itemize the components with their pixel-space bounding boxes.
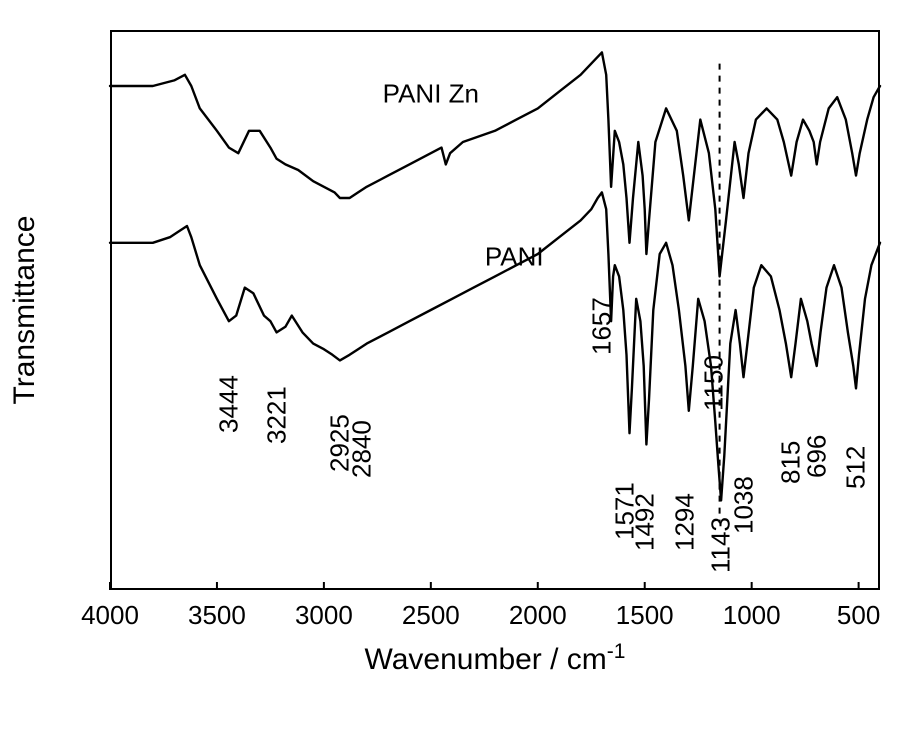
x-axis-label: Wavenumber / cm-1	[365, 640, 626, 677]
peak-label: 1294	[670, 493, 701, 551]
peak-label: 1038	[728, 476, 759, 534]
x-tick-label: 3000	[295, 600, 353, 631]
peak-label: 1657	[586, 297, 617, 355]
x-tick-label: 1000	[723, 600, 781, 631]
x-axis-label-sup: -1	[607, 640, 626, 663]
curve-pani	[110, 192, 880, 500]
x-tick-label: 2000	[509, 600, 567, 631]
peak-label: 3221	[261, 387, 292, 445]
curve-label: PANI	[485, 241, 544, 272]
peak-label: 2840	[347, 420, 378, 478]
peak-label: 512	[841, 446, 872, 489]
x-tick-label: 2500	[402, 600, 460, 631]
peak-label: 1492	[629, 493, 660, 551]
curve-label: PANI Zn	[383, 79, 479, 110]
peak-label: 696	[801, 435, 832, 478]
x-axis-label-text: Wavenumber / cm	[365, 643, 607, 676]
ftir-chart: Transmittance Wavenumber / cm-1 4000 3500…	[0, 0, 919, 735]
peak-label: 3444	[213, 375, 244, 433]
x-tick-label: 500	[837, 600, 880, 631]
y-axis-label: Transmittance	[8, 216, 42, 405]
peak-label: 1150	[699, 355, 730, 411]
x-tick-label: 3500	[188, 600, 246, 631]
x-tick-label: 4000	[81, 600, 139, 631]
x-tick-label: 1500	[616, 600, 674, 631]
